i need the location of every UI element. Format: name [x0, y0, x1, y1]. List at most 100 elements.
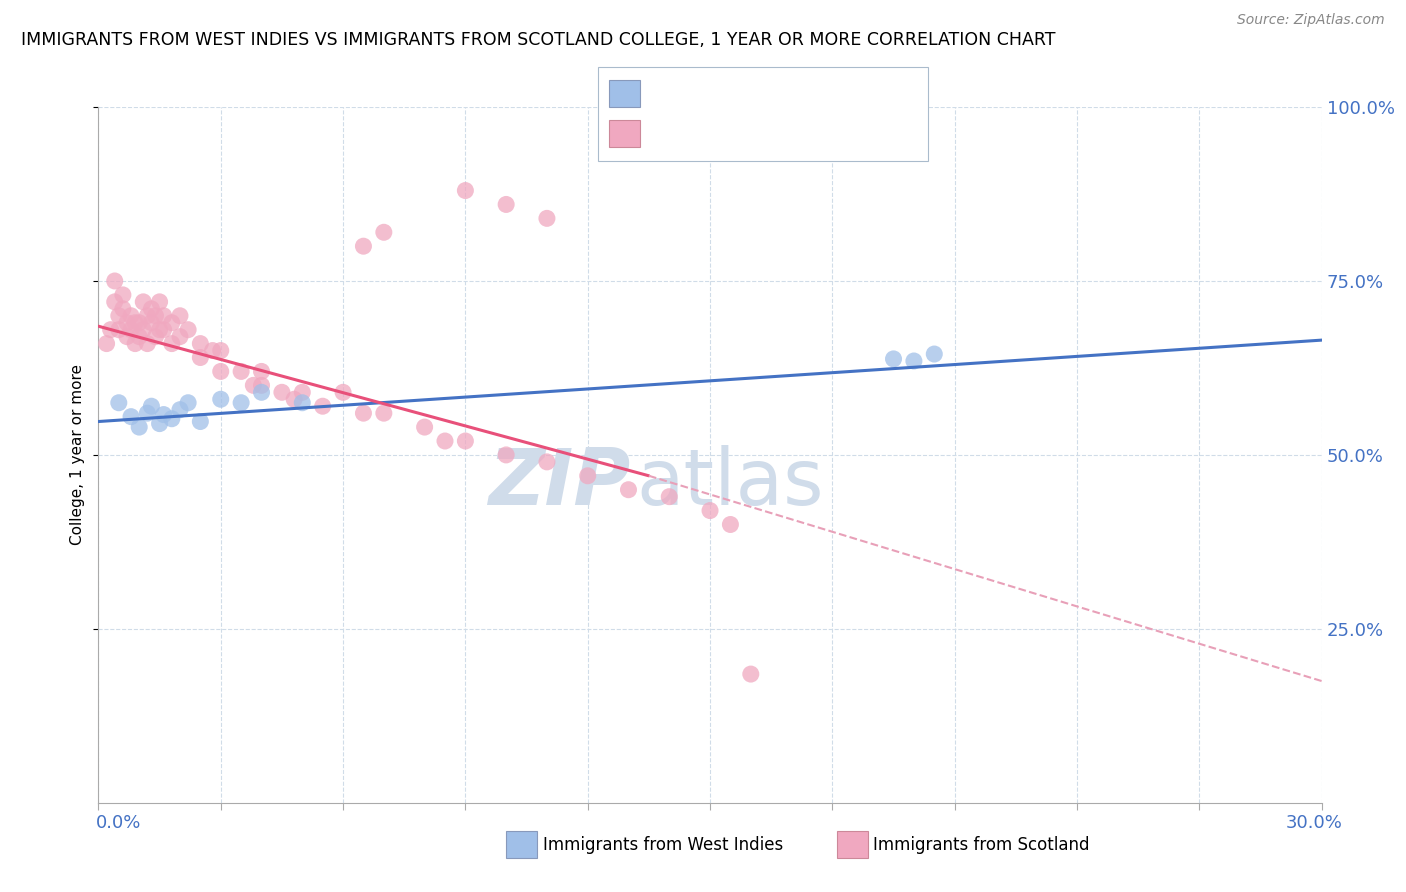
Point [658, 490, 681, 504]
Point [454, 434, 477, 448]
Point [111, 288, 134, 302]
Text: -0.335: -0.335 [696, 125, 761, 143]
Point [169, 309, 191, 323]
Point [145, 309, 167, 323]
Point [242, 378, 264, 392]
Point [495, 448, 517, 462]
Point [115, 316, 138, 330]
Point [108, 323, 131, 337]
Point [111, 301, 134, 316]
Point [352, 239, 374, 253]
Point [136, 309, 159, 323]
Point [141, 301, 163, 316]
Point [536, 211, 558, 226]
Point [120, 309, 142, 323]
Point [132, 323, 155, 337]
Point [145, 329, 167, 343]
Point [132, 294, 155, 309]
Point [373, 406, 395, 420]
Point [270, 385, 294, 400]
Point [699, 503, 721, 517]
Point [188, 336, 212, 351]
Text: ZIP: ZIP [488, 445, 630, 521]
Point [332, 385, 354, 400]
Point [152, 408, 174, 422]
Point [141, 399, 163, 413]
Point [291, 385, 314, 400]
Text: Immigrants from West Indies: Immigrants from West Indies [543, 836, 783, 854]
Point [617, 483, 640, 497]
Text: atlas: atlas [637, 445, 824, 521]
Point [352, 406, 374, 420]
Point [209, 343, 232, 358]
Point [201, 343, 224, 358]
Point [188, 415, 212, 429]
Point [177, 396, 200, 410]
Point [903, 354, 925, 368]
Point [291, 396, 314, 410]
Text: 18: 18 [804, 85, 830, 103]
Point [740, 667, 762, 681]
Text: R =: R = [651, 125, 690, 143]
Point [124, 336, 146, 351]
Point [250, 385, 273, 400]
Text: 65: 65 [804, 125, 830, 143]
Text: Source: ZipAtlas.com: Source: ZipAtlas.com [1237, 13, 1385, 28]
Point [177, 323, 200, 337]
Point [160, 336, 183, 351]
Point [136, 406, 159, 420]
Point [169, 329, 191, 343]
Point [149, 323, 172, 337]
Point [720, 517, 742, 532]
Text: N =: N = [759, 85, 799, 103]
Y-axis label: College, 1 year or more: College, 1 year or more [70, 365, 86, 545]
Point [495, 197, 517, 211]
Point [152, 309, 174, 323]
Point [149, 294, 172, 309]
Point [104, 274, 127, 288]
Point [100, 323, 122, 337]
Point [209, 364, 232, 378]
Point [108, 396, 131, 410]
Point [128, 329, 150, 343]
Text: N =: N = [759, 125, 799, 143]
Point [136, 336, 159, 351]
Text: IMMIGRANTS FROM WEST INDIES VS IMMIGRANTS FROM SCOTLAND COLLEGE, 1 YEAR OR MORE : IMMIGRANTS FROM WEST INDIES VS IMMIGRANT… [21, 31, 1056, 49]
Point [152, 323, 174, 337]
Point [231, 396, 253, 410]
Point [250, 364, 273, 378]
Point [373, 225, 395, 239]
Point [160, 411, 183, 425]
Point [141, 316, 163, 330]
Point [283, 392, 305, 407]
Point [250, 378, 273, 392]
Text: R =: R = [651, 85, 690, 103]
Text: 0.0%: 0.0% [96, 814, 141, 831]
Point [120, 323, 142, 337]
Point [536, 455, 558, 469]
Point [922, 347, 945, 361]
Point [108, 309, 131, 323]
Point [188, 351, 212, 365]
Point [124, 316, 146, 330]
Point [128, 316, 150, 330]
Point [576, 468, 599, 483]
Point [413, 420, 436, 434]
Point [96, 336, 118, 351]
Point [454, 184, 477, 198]
Point [231, 364, 253, 378]
Point [104, 294, 127, 309]
Point [120, 409, 142, 424]
Text: Immigrants from Scotland: Immigrants from Scotland [873, 836, 1090, 854]
Point [149, 417, 172, 431]
Point [434, 434, 457, 448]
Point [169, 402, 191, 417]
Point [209, 392, 232, 407]
Point [160, 316, 183, 330]
Point [115, 329, 138, 343]
Point [128, 420, 150, 434]
Text: 30.0%: 30.0% [1286, 814, 1343, 831]
Point [312, 399, 335, 413]
Point [883, 351, 905, 366]
Text: 0.501: 0.501 [696, 85, 752, 103]
